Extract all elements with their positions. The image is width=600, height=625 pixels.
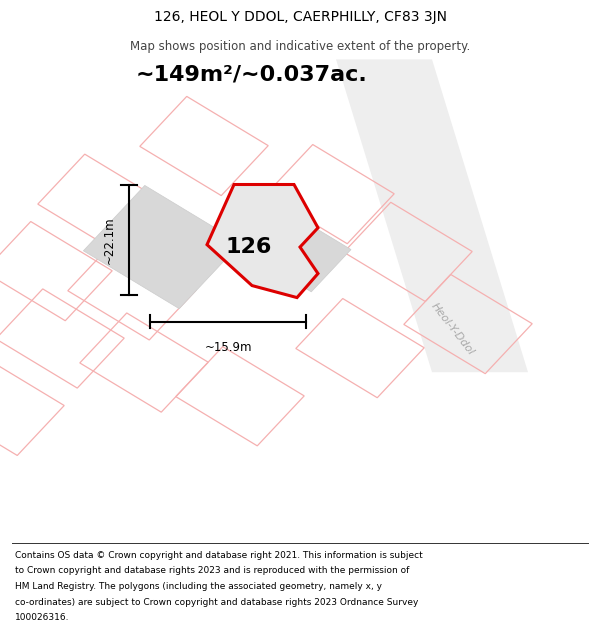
- Text: HM Land Registry. The polygons (including the associated geometry, namely x, y: HM Land Registry. The polygons (includin…: [15, 582, 382, 591]
- Text: 126: 126: [226, 237, 272, 257]
- Text: Heol-Y-Ddol: Heol-Y-Ddol: [430, 301, 476, 357]
- Text: ~22.1m: ~22.1m: [103, 216, 116, 264]
- Text: ~149m²/~0.037ac.: ~149m²/~0.037ac.: [136, 65, 368, 85]
- Polygon shape: [249, 212, 351, 292]
- Text: Map shows position and indicative extent of the property.: Map shows position and indicative extent…: [130, 40, 470, 52]
- Text: to Crown copyright and database rights 2023 and is reproduced with the permissio: to Crown copyright and database rights 2…: [15, 566, 409, 576]
- Polygon shape: [336, 59, 528, 372]
- Text: 100026316.: 100026316.: [15, 613, 70, 622]
- Text: 126, HEOL Y DDOL, CAERPHILLY, CF83 3JN: 126, HEOL Y DDOL, CAERPHILLY, CF83 3JN: [154, 9, 446, 24]
- Text: ~15.9m: ~15.9m: [204, 341, 252, 354]
- Polygon shape: [83, 186, 241, 309]
- Text: Contains OS data © Crown copyright and database right 2021. This information is : Contains OS data © Crown copyright and d…: [15, 551, 423, 560]
- Text: co-ordinates) are subject to Crown copyright and database rights 2023 Ordnance S: co-ordinates) are subject to Crown copyr…: [15, 598, 418, 607]
- Polygon shape: [207, 184, 318, 298]
